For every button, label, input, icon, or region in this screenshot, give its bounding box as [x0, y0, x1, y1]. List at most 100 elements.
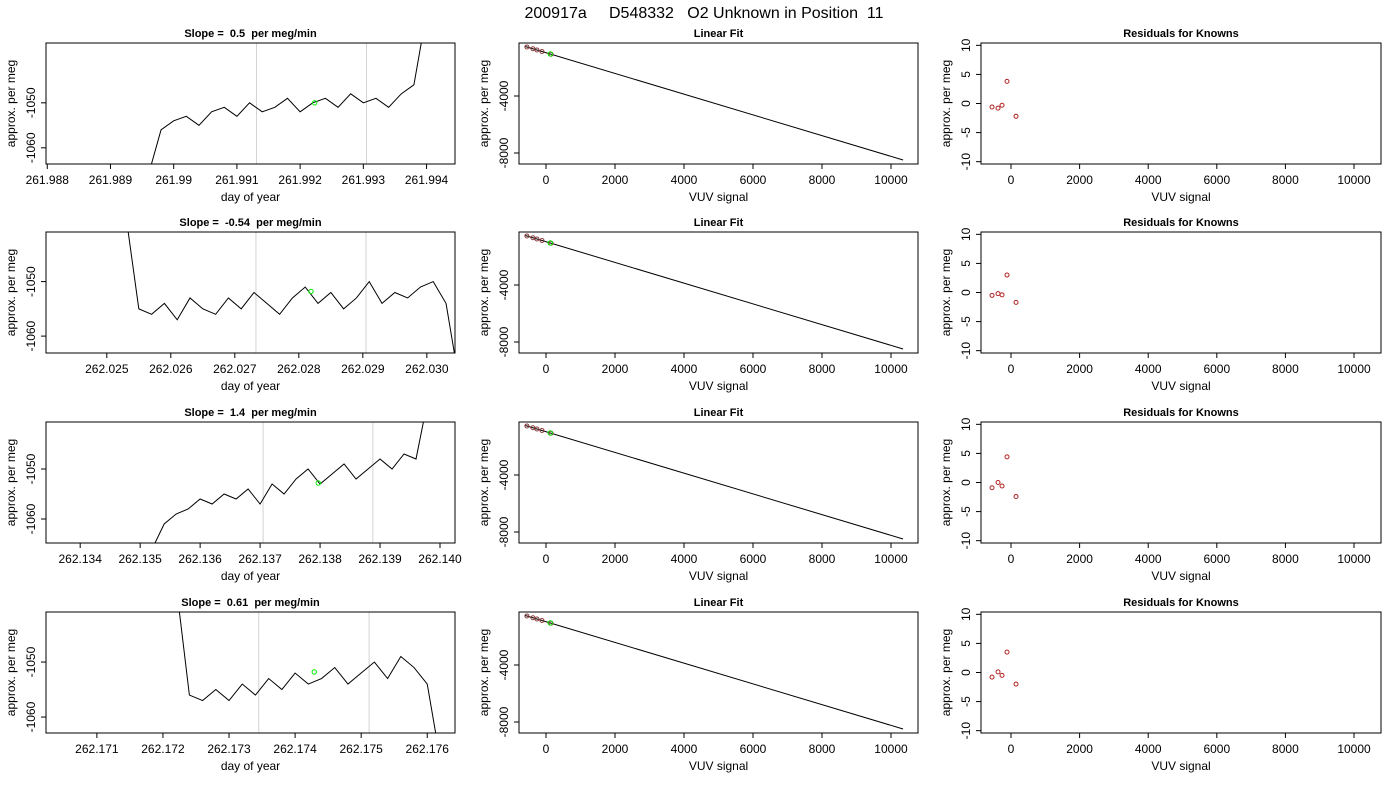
- trace-line: [154, 422, 424, 543]
- plot-area: [154, 422, 424, 543]
- point: [1004, 454, 1010, 460]
- point: [995, 669, 1001, 675]
- x-tick-label: 262.139: [358, 552, 402, 566]
- y-tick-label: -8000: [497, 706, 511, 737]
- y-axis-label: approx. per meg: [939, 439, 953, 526]
- y-axis-label: approx. per meg: [477, 629, 491, 716]
- y-tick-label: 0: [959, 289, 973, 296]
- y-tick-label: 0: [959, 479, 973, 486]
- fit-line: [525, 234, 904, 350]
- x-axis-label: VUV signal: [1151, 759, 1210, 773]
- y-tick-label: -5: [959, 316, 973, 327]
- x-axis-label: VUV signal: [689, 569, 748, 583]
- plot-area: [989, 78, 1019, 119]
- point: [539, 48, 545, 54]
- x-tick-label: 2000: [1066, 362, 1093, 376]
- plot-frame: [45, 231, 456, 354]
- x-tick-label: 262.134: [58, 552, 102, 566]
- y-axis-label: approx. per meg: [477, 249, 491, 336]
- x-tick-label: 262.140: [418, 552, 462, 566]
- y-tick-label: -10: [959, 153, 973, 171]
- y-tick-label: -4000: [497, 649, 511, 680]
- y-axis-label: approx. per meg: [477, 439, 491, 526]
- x-tick-label: 8000: [809, 173, 836, 187]
- x-tick-label: 0: [1008, 742, 1015, 756]
- point: [999, 102, 1005, 108]
- x-tick-label: 2000: [1066, 742, 1093, 756]
- panel-title: Linear Fit: [694, 28, 744, 40]
- unknown-point: [547, 620, 553, 626]
- y-tick-label: -10: [959, 532, 973, 550]
- y-axis-label: approx. per meg: [939, 629, 953, 716]
- y-tick-label: -1060: [24, 701, 38, 732]
- x-axis-label: day of year: [221, 759, 280, 773]
- x-tick-label: 8000: [809, 742, 836, 756]
- point: [524, 44, 530, 50]
- x-tick-label: 261.989: [89, 173, 133, 187]
- x-tick-label: 261.99: [155, 173, 192, 187]
- x-tick-label: 261.991: [215, 173, 259, 187]
- x-axis-label: VUV signal: [689, 759, 748, 773]
- x-tick-label: 10000: [874, 552, 908, 566]
- y-tick-label: 0: [959, 669, 973, 676]
- x-tick-label: 0: [1008, 173, 1015, 187]
- plot-area: [989, 454, 1019, 499]
- y-axis-label: approx. per meg: [4, 60, 18, 147]
- y-tick-label: -5: [959, 506, 973, 517]
- x-tick-label: 6000: [740, 742, 767, 756]
- x-tick-label: 262.138: [298, 552, 342, 566]
- panel-title: Residuals for Knowns: [1123, 28, 1239, 40]
- panel: Linear Fit 0 2000 4000 6000 8000 10000 VUV sign…: [477, 28, 919, 204]
- x-tick-label: 6000: [1203, 173, 1230, 187]
- x-tick-label: 262.172: [141, 742, 185, 756]
- point: [524, 233, 530, 239]
- x-tick-label: 8000: [1272, 173, 1299, 187]
- y-tick-label: 5: [959, 640, 973, 647]
- x-axis-label: VUV signal: [689, 379, 748, 393]
- plot-frame: [45, 611, 456, 734]
- x-tick-label: 8000: [1272, 362, 1299, 376]
- point: [989, 674, 995, 680]
- x-tick-label: 0: [1008, 552, 1015, 566]
- y-tick-label: -5: [959, 127, 973, 138]
- x-tick-label: 2000: [602, 742, 629, 756]
- x-tick-label: 6000: [740, 362, 767, 376]
- y-axis-label: approx. per meg: [477, 60, 491, 147]
- point: [1004, 272, 1010, 278]
- point: [524, 423, 530, 429]
- x-tick-label: 262.028: [277, 362, 321, 376]
- y-tick-label: 5: [959, 71, 973, 78]
- x-tick-label: 0: [543, 742, 550, 756]
- point: [1013, 681, 1019, 687]
- x-tick-label: 8000: [809, 552, 836, 566]
- point: [1013, 493, 1019, 499]
- x-tick-label: 262.029: [341, 362, 385, 376]
- plot-area: [524, 44, 904, 161]
- fit-line: [525, 614, 904, 730]
- panel-title: Slope = -0.54 per meg/min: [179, 217, 321, 229]
- x-tick-label: 2000: [602, 173, 629, 187]
- point: [539, 427, 545, 433]
- y-tick-label: 10: [959, 417, 973, 431]
- x-tick-label: 4000: [671, 552, 698, 566]
- x-tick-label: 262.027: [213, 362, 257, 376]
- x-tick-label: 262.026: [149, 362, 193, 376]
- unknown-point: [308, 288, 314, 295]
- trace-line: [178, 612, 437, 733]
- y-tick-label: -1050: [24, 266, 38, 297]
- y-axis-label: approx. per meg: [939, 60, 953, 147]
- x-tick-label: 8000: [1272, 742, 1299, 756]
- plot-area: [127, 232, 455, 353]
- x-tick-label: 262.175: [339, 742, 383, 756]
- unknown-point: [315, 480, 321, 486]
- panel-title: Residuals for Knowns: [1123, 407, 1239, 419]
- x-tick-label: 262.137: [238, 552, 282, 566]
- plot-frame: [518, 421, 919, 544]
- x-tick-label: 0: [543, 173, 550, 187]
- x-tick-label: 4000: [671, 362, 698, 376]
- panel: Linear Fit 0 2000 4000 6000 8000 10000 VUV sign…: [477, 217, 919, 393]
- y-tick-label: -1060: [24, 132, 38, 163]
- x-tick-label: 4000: [1135, 362, 1162, 376]
